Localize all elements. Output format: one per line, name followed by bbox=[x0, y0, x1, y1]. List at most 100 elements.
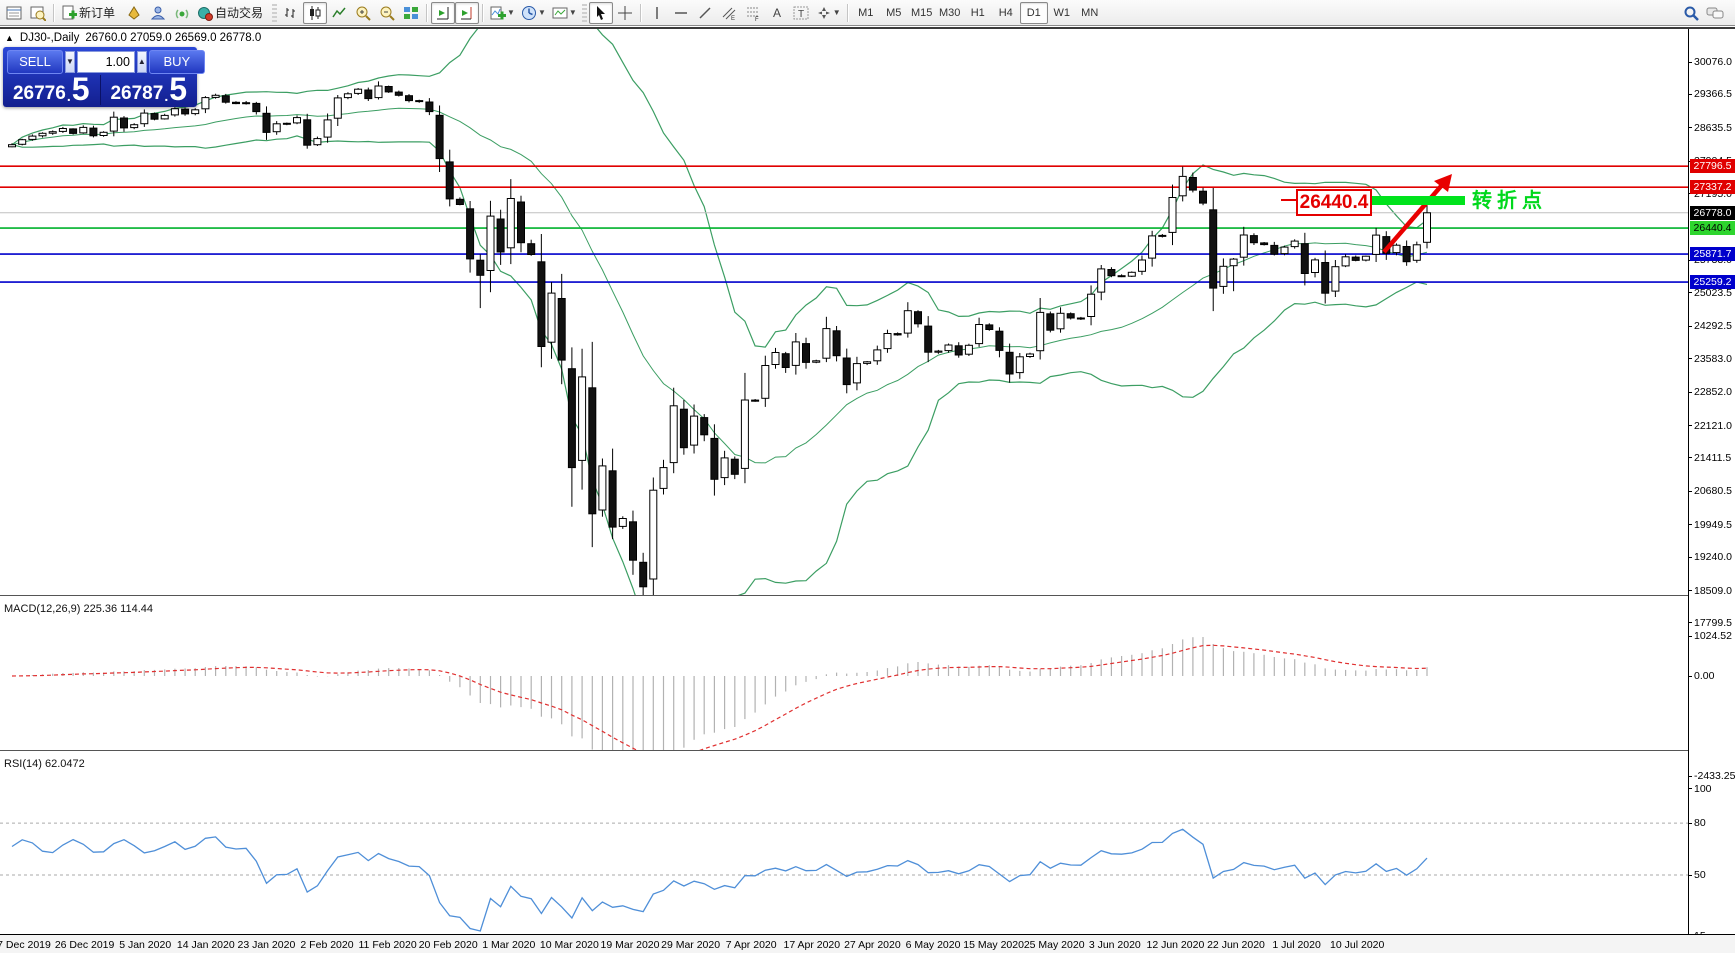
horizontal-line-tool[interactable] bbox=[669, 2, 693, 24]
date-tick-label: 11 Feb 2020 bbox=[358, 939, 417, 951]
new-order-button[interactable]: 新订单 bbox=[58, 2, 122, 24]
collapse-panel-icon[interactable]: ▲ bbox=[5, 33, 14, 43]
buy-button[interactable]: BUY bbox=[148, 49, 205, 74]
chart-list-icon[interactable] bbox=[2, 2, 26, 24]
timeframe-W1[interactable]: W1 bbox=[1053, 6, 1070, 19]
macd-pane[interactable]: MACD(12,26,9) 225.36 114.44 bbox=[0, 600, 1688, 752]
date-tick-label: 23 Jan 2020 bbox=[237, 939, 296, 951]
main-toolbar: 新订单 自动交易 bbox=[0, 0, 1735, 26]
svg-text:E: E bbox=[731, 16, 735, 21]
date-tick-label: 10 Mar 2020 bbox=[539, 939, 599, 951]
fibonacci-tool[interactable]: F bbox=[741, 2, 765, 24]
bar-chart-button[interactable] bbox=[279, 2, 303, 24]
chevron-down-icon: ▼ bbox=[568, 8, 577, 17]
axis-tickmark bbox=[1689, 675, 1692, 677]
timeframe-MN[interactable]: MN bbox=[1081, 6, 1099, 19]
date-axis[interactable]: 7 Dec 2019 26 Dec 2019 5 Jan 2020 14 Jan 20… bbox=[0, 934, 1735, 953]
data-window-icon[interactable] bbox=[26, 2, 50, 24]
toolbar-separator bbox=[426, 3, 429, 22]
zoom-out-button[interactable] bbox=[375, 2, 399, 24]
price-level-chip: 26440.4 bbox=[1690, 221, 1735, 236]
toolbar-separator bbox=[482, 3, 485, 22]
price-tick-label: 18509.0 bbox=[1694, 584, 1732, 597]
volume-decrease-button[interactable]: ▼ bbox=[65, 50, 75, 73]
price-tick-label: 19949.5 bbox=[1694, 518, 1732, 531]
price-tick-label: 24292.5 bbox=[1694, 320, 1732, 333]
sell-price[interactable]: 26776. 5 bbox=[12, 70, 90, 107]
timeframe-H1[interactable]: H1 bbox=[970, 6, 985, 19]
timeframe-M5[interactable]: M5 bbox=[886, 6, 902, 19]
date-tick-label: 20 Feb 2020 bbox=[418, 939, 478, 951]
auto-scroll-button[interactable] bbox=[431, 1, 456, 24]
timeframe-bar: M1 M5 M15 M30 H1 H4 D1 W1 MN bbox=[852, 1, 1104, 24]
price-level-chip: 27796.5 bbox=[1690, 159, 1735, 174]
chevron-down-icon: ▼ bbox=[507, 8, 515, 17]
trendline-tool[interactable] bbox=[693, 2, 717, 24]
rsi-chart[interactable] bbox=[0, 755, 1688, 934]
chart-shift-button[interactable] bbox=[455, 1, 480, 24]
volume-input[interactable] bbox=[76, 50, 135, 73]
sell-button[interactable]: SELL bbox=[7, 49, 63, 74]
symbol-period-label: DJ30-,Daily bbox=[19, 32, 80, 44]
tile-windows-icon[interactable] bbox=[399, 2, 423, 24]
axis-tickmark bbox=[1689, 391, 1692, 393]
timeframe-M15[interactable]: M15 bbox=[911, 6, 933, 19]
arrows-tool[interactable]: ▼ bbox=[813, 2, 844, 24]
zoom-in-button[interactable] bbox=[351, 2, 375, 24]
timeframe-D1[interactable]: D1 bbox=[1019, 1, 1048, 24]
turning-point-label[interactable]: 转折点 bbox=[1472, 190, 1547, 212]
axis-tickmark bbox=[1689, 93, 1692, 95]
date-tick-label: 27 Apr 2020 bbox=[844, 939, 901, 951]
buy-price[interactable]: 26787. 5 bbox=[110, 70, 188, 107]
price-level-chip: 25871.7 bbox=[1690, 247, 1735, 262]
date-tick-label: 1 Mar 2020 bbox=[482, 939, 536, 951]
signals-icon[interactable] bbox=[170, 2, 194, 24]
toolbar-handle[interactable] bbox=[581, 3, 587, 22]
channel-tool[interactable]: E bbox=[717, 2, 741, 24]
text-tool[interactable]: A bbox=[765, 2, 789, 24]
rsi-pane[interactable]: RSI(14) 62.0472 bbox=[0, 755, 1688, 934]
price-tick-label: 21411.5 bbox=[1694, 451, 1732, 464]
axis-tickmark bbox=[1689, 490, 1692, 492]
axis-tickmark bbox=[1689, 425, 1692, 427]
candlestick-chart-button[interactable] bbox=[303, 1, 328, 24]
main-price-pane[interactable]: ▲ DJ30-,Daily 26760.0 27059.0 26569.0 26… bbox=[0, 29, 1688, 597]
timeframe-menu-button[interactable]: ▼ bbox=[518, 2, 549, 24]
macd-tick-label: -2433.25 bbox=[1694, 770, 1735, 782]
macd-chart[interactable] bbox=[0, 600, 1688, 752]
chat-icon[interactable] bbox=[1703, 2, 1727, 24]
line-chart-button[interactable] bbox=[327, 2, 351, 24]
svg-text:A: A bbox=[773, 6, 781, 20]
toolbar-handle[interactable] bbox=[272, 3, 278, 22]
axis-tickmark bbox=[1689, 358, 1692, 360]
auto-trading-button[interactable]: 自动交易 bbox=[194, 2, 270, 24]
axis-tickmark bbox=[1689, 556, 1692, 558]
auto-trading-label: 自动交易 bbox=[215, 6, 264, 20]
templates-button[interactable]: ▼ bbox=[549, 2, 580, 24]
timeframe-M30[interactable]: M30 bbox=[939, 6, 961, 19]
search-icon[interactable] bbox=[1679, 2, 1703, 24]
timeframe-H4[interactable]: H4 bbox=[998, 6, 1013, 19]
price-tick-label: 19240.0 bbox=[1694, 551, 1732, 564]
timeframe-M1[interactable]: M1 bbox=[858, 6, 874, 19]
chart-colors-icon[interactable] bbox=[122, 2, 146, 24]
price-tick-label: 28635.5 bbox=[1694, 121, 1732, 134]
price-level-chip: 27337.2 bbox=[1690, 180, 1735, 195]
chevron-down-icon: ▼ bbox=[832, 8, 841, 17]
axis-tickmark bbox=[1689, 622, 1692, 624]
date-tick-label: 7 Apr 2020 bbox=[725, 939, 777, 951]
level-callout-label[interactable]: 26440.4 bbox=[1296, 189, 1372, 216]
volume-increase-button[interactable]: ▲ bbox=[136, 50, 147, 73]
price-axis[interactable]: 30076.029366.528635.527904.527195.025733… bbox=[1688, 29, 1735, 953]
candlestick-chart[interactable] bbox=[0, 29, 1688, 597]
toolbar-separator bbox=[846, 3, 849, 22]
vertical-line-tool[interactable] bbox=[645, 2, 669, 24]
crosshair-button[interactable] bbox=[613, 2, 637, 24]
indicators-button[interactable]: ▼ bbox=[487, 2, 518, 24]
level-highlight-bar[interactable] bbox=[1372, 196, 1465, 205]
cursor-button[interactable] bbox=[588, 1, 613, 24]
chevron-down-icon: ▼ bbox=[537, 8, 546, 17]
axis-tickmark bbox=[1689, 457, 1692, 459]
text-label-tool[interactable]: T bbox=[789, 2, 813, 24]
expert-advisors-icon[interactable] bbox=[146, 2, 170, 24]
